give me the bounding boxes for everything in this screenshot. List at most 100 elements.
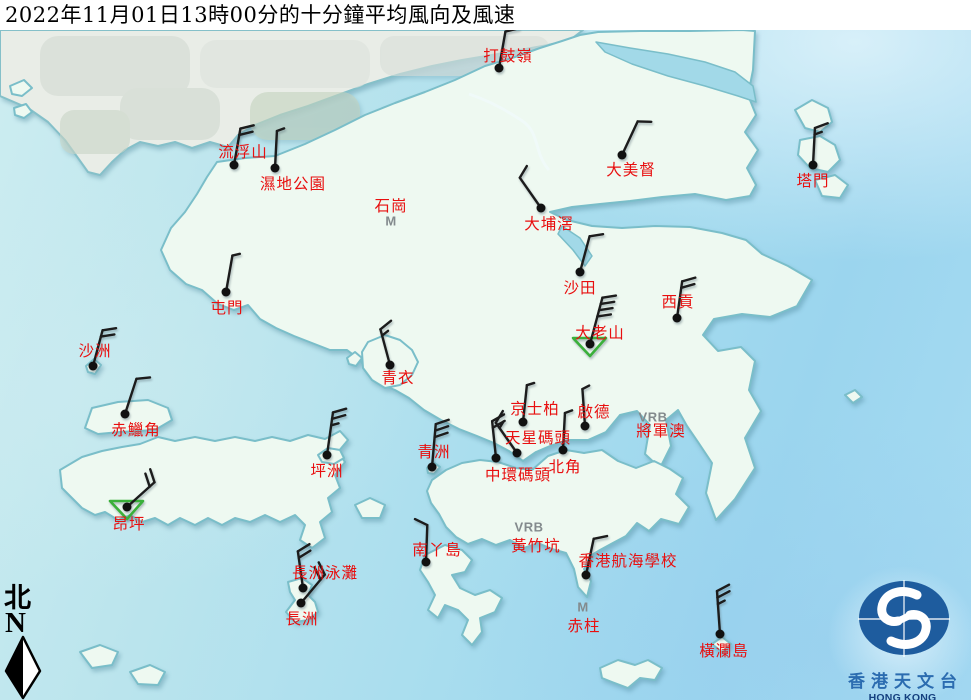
- station-label: 流浮山: [218, 144, 268, 161]
- station-dot: [518, 417, 528, 427]
- variable-wind-marker: VRB: [514, 519, 544, 535]
- station-label: 濕地公園: [259, 176, 327, 193]
- islet-waglan: [711, 636, 732, 653]
- wind-barb-icon: [672, 276, 697, 323]
- wind-barb-icon: [88, 326, 118, 371]
- islet-po-toi: [599, 659, 663, 689]
- station-label: 天星碼頭: [504, 430, 572, 447]
- station-dot: [120, 409, 130, 419]
- wind-barb-icon: [296, 561, 326, 608]
- station-dot: [536, 203, 546, 213]
- station-label: 沙田: [563, 280, 597, 297]
- islet: [13, 103, 33, 119]
- wind-barb-icon: [571, 294, 618, 358]
- station-dot: [385, 360, 395, 370]
- station-label: 赤柱: [567, 618, 601, 635]
- station-label: 昂坪: [112, 516, 146, 533]
- wind-barb-icon: [494, 409, 522, 458]
- logo-chinese-name: 香港天文台: [848, 672, 963, 691]
- station-dot: [229, 160, 239, 170]
- land-lamma: [419, 544, 503, 646]
- station-label: 打鼓嶺: [483, 48, 533, 65]
- islet: [844, 389, 863, 404]
- wind-barb-icon: [221, 252, 242, 297]
- station-dot: [296, 598, 306, 608]
- station-label: 大美督: [606, 162, 656, 179]
- shenzhen-river: [468, 92, 551, 171]
- station-label: 青洲: [417, 444, 451, 461]
- wind-barb-icon: [270, 127, 286, 173]
- station-dot: [270, 163, 280, 173]
- islet: [346, 351, 363, 367]
- station-dot: [715, 629, 725, 639]
- wind-barb-icon: [581, 534, 609, 580]
- station-dot: [494, 63, 504, 73]
- station-label: 啟德: [577, 404, 611, 421]
- land-new-territories: [160, 29, 813, 521]
- station-dot: [617, 150, 627, 160]
- map-title: 2022年11月01日13時00分的十分鐘平均風向及風速: [0, 0, 971, 30]
- north-arrow-icon: [4, 635, 42, 700]
- station-dot: [88, 361, 98, 371]
- station-label: 赤鱲角: [111, 422, 161, 439]
- wind-barb-icon: [518, 164, 546, 213]
- islet: [79, 644, 119, 669]
- wind-barb-icon: [413, 517, 431, 567]
- station-label: 北角: [548, 459, 582, 476]
- station-dot: [558, 445, 568, 455]
- station-dot: [221, 287, 231, 297]
- station-label: 石崗: [374, 198, 408, 215]
- wind-barb-icon: [322, 407, 348, 460]
- station-dot: [427, 462, 437, 472]
- hko-logo: 香港天文台 HONG KONG OBSERVATORY: [828, 566, 971, 700]
- wind-barb-icon: [518, 381, 536, 427]
- station-dot: [512, 448, 522, 458]
- station-dot: [672, 313, 682, 323]
- missing-data-marker: M: [577, 599, 589, 615]
- green-triangle-marker: [108, 499, 145, 521]
- station-dot: [575, 267, 585, 277]
- station-label: 長洲: [285, 611, 319, 628]
- land-hk-island: [426, 449, 690, 598]
- islet-tap-mun: [797, 135, 841, 173]
- wind-barb-icon: [617, 120, 653, 160]
- wind-barb-icon: [379, 319, 395, 370]
- logo-english-name: HONG KONG OBSERVATORY: [868, 692, 937, 700]
- islet: [9, 79, 33, 97]
- wind-barb-icon: [490, 413, 506, 463]
- station-dot: [421, 557, 431, 567]
- station-label: 黃竹坑: [511, 538, 561, 555]
- wind-barb-icon: [808, 122, 829, 170]
- hko-logo-icon: [858, 580, 950, 657]
- station-label: 塔門: [796, 173, 830, 190]
- station-label: 青衣: [381, 370, 415, 387]
- urban-texture: [40, 36, 550, 154]
- land-lantau: [59, 430, 349, 549]
- station-label: 香港航海學校: [578, 553, 678, 570]
- variable-wind-marker: VRB: [638, 409, 668, 425]
- starling-inlet-water: [595, 41, 757, 103]
- wind-barb-icon: [120, 376, 152, 419]
- station-dot: [581, 570, 591, 580]
- station-dot: [580, 421, 590, 431]
- station-label: 將軍澳: [636, 423, 686, 440]
- station-dot: [322, 450, 332, 460]
- station-label: 大老山: [575, 325, 625, 342]
- wind-barb-icon: [427, 418, 450, 472]
- station-dot: [491, 453, 501, 463]
- compass-north-indicator: 北 N: [4, 585, 50, 700]
- station-dot: [808, 160, 818, 170]
- wind-barb-icon: [108, 468, 156, 521]
- wind-barb-icon: [715, 583, 731, 639]
- station-label: 屯門: [210, 300, 244, 317]
- wind-barb-icon: [558, 409, 574, 455]
- station-dot: [298, 583, 308, 593]
- wind-barb-icon: [296, 542, 312, 593]
- compass-n-label: N: [5, 607, 26, 639]
- land-airport: [84, 399, 173, 435]
- station-label: 京士柏: [510, 401, 560, 418]
- islet: [814, 174, 849, 199]
